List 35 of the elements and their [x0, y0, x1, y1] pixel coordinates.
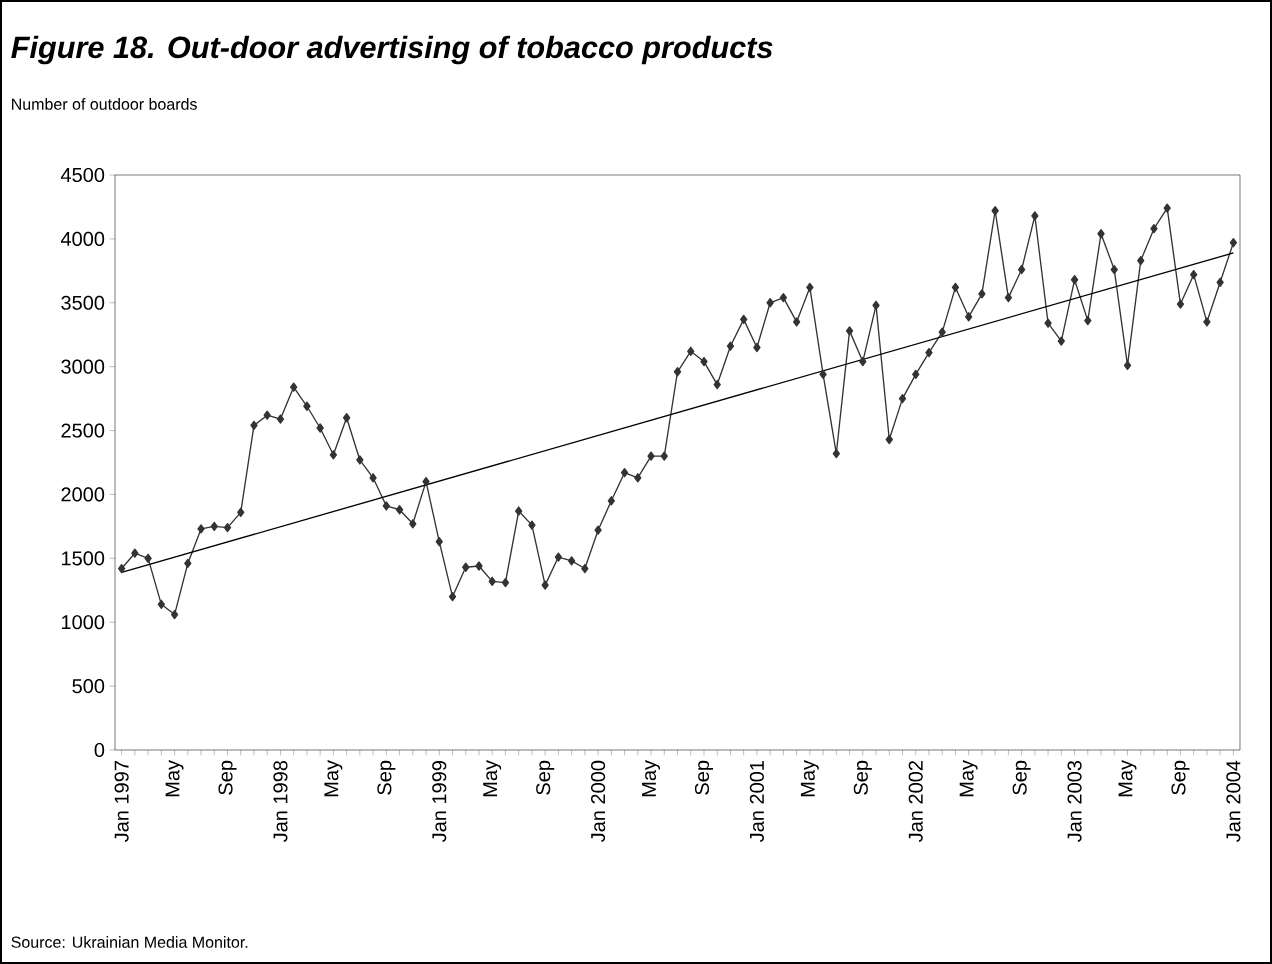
x-tick-label: May	[959, 760, 978, 797]
y-tick-label: 4500	[60, 167, 105, 183]
x-tick-label: Jan 2002	[908, 761, 923, 843]
x-tick-label: Sep	[694, 760, 714, 795]
y-tick-label: 0	[94, 742, 105, 758]
x-tick-label: May	[642, 760, 660, 797]
y-tick-label: 3500	[61, 295, 105, 310]
x-tick-label: Jan 1997	[114, 761, 129, 843]
x-tick-label: May	[1118, 760, 1137, 797]
y-tick-label: 2000	[61, 487, 105, 502]
x-tick-label: Sep	[536, 760, 555, 795]
y-tick-label: 4000	[60, 231, 105, 246]
source-note: Source: Ukrainian Media Monitor.	[11, 936, 248, 948]
chart-title: Figure 18. Out-door advertising of tobacco products	[11, 35, 773, 65]
x-tick-label: Jan 1998	[273, 760, 288, 843]
y-tick-label: 2500	[61, 423, 105, 438]
x-tick-label: Sep	[853, 760, 872, 795]
x-tick-label: Jan 2001	[749, 761, 764, 843]
x-tick-label: May	[165, 760, 184, 797]
x-tick-label: Jan 1999	[432, 761, 447, 843]
y-tick-label: 500	[72, 679, 105, 694]
x-tick-label: Jan 2004	[1226, 760, 1241, 843]
y-tick-label: 1500	[62, 551, 105, 566]
y-tick-label: 1000	[62, 615, 105, 630]
x-tick-label: May	[483, 760, 502, 797]
x-tick-label: Jan 2003	[1067, 760, 1082, 843]
x-tick-label: Sep	[218, 760, 237, 795]
x-tick-label: May	[800, 760, 819, 797]
x-tick-label: Sep	[1012, 760, 1031, 795]
y-axis-title: Number of outdoor boards	[12, 98, 197, 110]
y-tick-label: 3000	[61, 359, 105, 374]
x-tick-label: May	[324, 760, 343, 797]
x-tick-label: Sep	[1171, 760, 1190, 795]
x-tick-label: Sep	[377, 760, 396, 795]
x-tick-label: Jan 2000	[591, 760, 606, 843]
